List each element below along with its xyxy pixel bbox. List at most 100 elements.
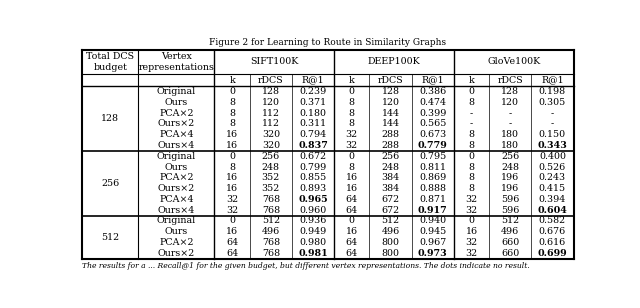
- Text: 0.794: 0.794: [300, 130, 326, 139]
- Text: 248: 248: [501, 163, 519, 172]
- Text: 128: 128: [501, 87, 519, 96]
- Text: 64: 64: [226, 249, 238, 258]
- Text: 0.672: 0.672: [300, 152, 326, 161]
- Text: 8: 8: [349, 109, 355, 118]
- Text: 0.967: 0.967: [419, 238, 446, 247]
- Text: 384: 384: [381, 184, 399, 193]
- Text: 16: 16: [226, 184, 238, 193]
- Text: 0: 0: [468, 152, 474, 161]
- Text: 768: 768: [262, 206, 280, 215]
- Text: 16: 16: [346, 173, 358, 182]
- Text: 8: 8: [468, 163, 474, 172]
- Text: 180: 180: [501, 141, 519, 150]
- Text: PCA×2: PCA×2: [159, 173, 193, 182]
- Text: 112: 112: [262, 120, 280, 128]
- Text: k: k: [468, 75, 474, 85]
- Text: 256: 256: [381, 152, 400, 161]
- Text: rDCS: rDCS: [378, 75, 403, 85]
- Text: 256: 256: [262, 152, 280, 161]
- Text: 0.981: 0.981: [298, 249, 328, 258]
- Text: 672: 672: [381, 206, 399, 215]
- Text: 0: 0: [349, 87, 355, 96]
- Text: GloVe100K: GloVe100K: [487, 57, 540, 67]
- Text: PCA×2: PCA×2: [159, 238, 193, 247]
- Text: R@1: R@1: [541, 75, 564, 85]
- Text: 0.699: 0.699: [538, 249, 567, 258]
- Text: 8: 8: [229, 98, 235, 107]
- Text: 0.198: 0.198: [539, 87, 566, 96]
- Text: 0.855: 0.855: [300, 173, 326, 182]
- Text: 0.779: 0.779: [418, 141, 447, 150]
- Text: 0.582: 0.582: [539, 217, 566, 225]
- Text: 16: 16: [346, 227, 358, 236]
- Text: k: k: [229, 75, 235, 85]
- Text: DEEP100K: DEEP100K: [367, 57, 420, 67]
- Text: 64: 64: [346, 249, 358, 258]
- Text: 196: 196: [501, 184, 520, 193]
- Text: 120: 120: [262, 98, 280, 107]
- Text: rDCS: rDCS: [497, 75, 523, 85]
- Text: 0.888: 0.888: [419, 184, 446, 193]
- Text: 16: 16: [346, 184, 358, 193]
- Text: 0: 0: [349, 217, 355, 225]
- Text: 64: 64: [346, 238, 358, 247]
- Text: 596: 596: [501, 195, 520, 204]
- Text: 800: 800: [381, 249, 399, 258]
- Text: 496: 496: [501, 227, 520, 236]
- Text: 8: 8: [229, 163, 235, 172]
- Text: Ours×4: Ours×4: [157, 141, 195, 150]
- Text: 32: 32: [465, 206, 477, 215]
- Text: 496: 496: [262, 227, 280, 236]
- Text: 0: 0: [229, 87, 235, 96]
- Text: 16: 16: [465, 227, 477, 236]
- Text: 248: 248: [262, 163, 280, 172]
- Text: 496: 496: [381, 227, 400, 236]
- Text: 660: 660: [501, 249, 520, 258]
- Text: PCA×2: PCA×2: [159, 109, 193, 118]
- Text: 248: 248: [381, 163, 399, 172]
- Text: 0.799: 0.799: [300, 163, 326, 172]
- Text: 512: 512: [501, 217, 519, 225]
- Text: -: -: [551, 109, 554, 118]
- Text: 8: 8: [468, 130, 474, 139]
- Text: 0.399: 0.399: [419, 109, 447, 118]
- Text: Ours×2: Ours×2: [157, 120, 195, 128]
- Text: 0.940: 0.940: [419, 217, 446, 225]
- Text: 672: 672: [381, 195, 399, 204]
- Text: 0.386: 0.386: [419, 87, 446, 96]
- Text: 0.394: 0.394: [539, 195, 566, 204]
- Text: R@1: R@1: [421, 75, 444, 85]
- Text: 32: 32: [226, 206, 238, 215]
- Text: 0.311: 0.311: [300, 120, 326, 128]
- Text: 0.150: 0.150: [539, 130, 566, 139]
- Text: 64: 64: [226, 238, 238, 247]
- Text: 64: 64: [346, 195, 358, 204]
- Text: 768: 768: [262, 195, 280, 204]
- Text: Figure 2 for Learning to Route in Similarity Graphs: Figure 2 for Learning to Route in Simila…: [209, 38, 447, 47]
- Text: 0.415: 0.415: [539, 184, 566, 193]
- Text: 0.565: 0.565: [419, 120, 447, 128]
- Text: 0.676: 0.676: [539, 227, 566, 236]
- Text: 0.871: 0.871: [419, 195, 446, 204]
- Text: 32: 32: [346, 141, 358, 150]
- Text: 0.400: 0.400: [539, 152, 566, 161]
- Text: 0.811: 0.811: [419, 163, 446, 172]
- Text: 32: 32: [226, 195, 238, 204]
- Text: 8: 8: [229, 120, 235, 128]
- Text: k: k: [349, 75, 355, 85]
- Text: 0.949: 0.949: [300, 227, 326, 236]
- Text: 8: 8: [349, 163, 355, 172]
- Text: 352: 352: [262, 173, 280, 182]
- Text: 0.526: 0.526: [539, 163, 566, 172]
- Text: 8: 8: [468, 141, 474, 150]
- Text: Original: Original: [157, 217, 196, 225]
- Text: SIFT100K: SIFT100K: [250, 57, 298, 67]
- Text: 320: 320: [262, 141, 280, 150]
- Text: 0.343: 0.343: [538, 141, 568, 150]
- Text: -: -: [509, 120, 512, 128]
- Text: 8: 8: [468, 98, 474, 107]
- Text: Total DCS
budget: Total DCS budget: [86, 52, 134, 72]
- Text: 16: 16: [226, 227, 238, 236]
- Text: 768: 768: [262, 238, 280, 247]
- Text: 144: 144: [381, 120, 399, 128]
